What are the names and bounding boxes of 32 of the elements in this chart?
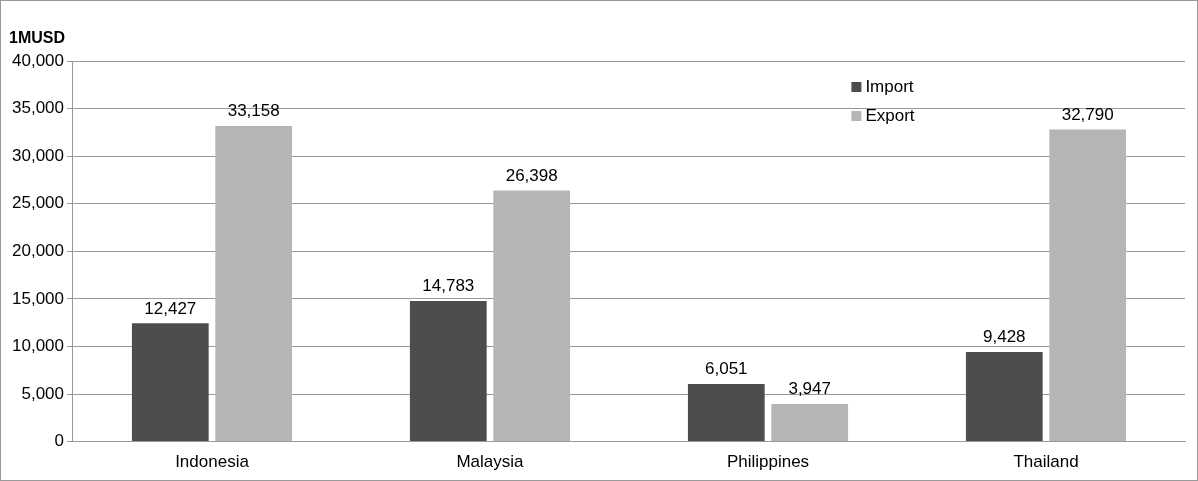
x-tick-label: Malaysia	[456, 452, 525, 472]
data-label: 12,427	[144, 298, 197, 318]
bar	[215, 126, 293, 442]
x-tick-label: Philippines	[726, 452, 810, 472]
bar	[131, 323, 209, 442]
data-label: 14,783	[422, 276, 475, 296]
y-tick-label: 10,000	[12, 336, 64, 356]
data-label: 9,428	[983, 327, 1026, 347]
bar	[1049, 129, 1127, 442]
y-tick-label: 20,000	[12, 240, 64, 260]
data-label: 33,158	[227, 101, 280, 121]
bar	[409, 300, 487, 442]
x-tick-label: Indonesia	[175, 452, 250, 472]
y-tick-label: 35,000	[12, 98, 64, 118]
y-tick-label: 40,000	[12, 50, 64, 70]
y-tick-label: 25,000	[12, 193, 64, 213]
bar	[493, 190, 571, 442]
y-axis-title: 1MUSD	[9, 29, 66, 47]
y-tick-label: 15,000	[12, 288, 64, 308]
bar	[771, 404, 849, 442]
data-label: 26,398	[505, 165, 558, 185]
bar	[687, 384, 765, 442]
legend-label: Export	[865, 105, 915, 125]
y-tick-label: 0	[54, 431, 64, 451]
bar	[965, 351, 1043, 442]
y-tick-label: 5,000	[21, 383, 64, 403]
legend-label: Import	[865, 76, 914, 96]
data-label: 3,947	[788, 379, 831, 399]
data-label: 32,790	[1061, 104, 1114, 124]
x-tick-label: Thailand	[1013, 452, 1079, 472]
y-tick-label: 30,000	[12, 145, 64, 165]
data-label: 6,051	[705, 359, 748, 379]
